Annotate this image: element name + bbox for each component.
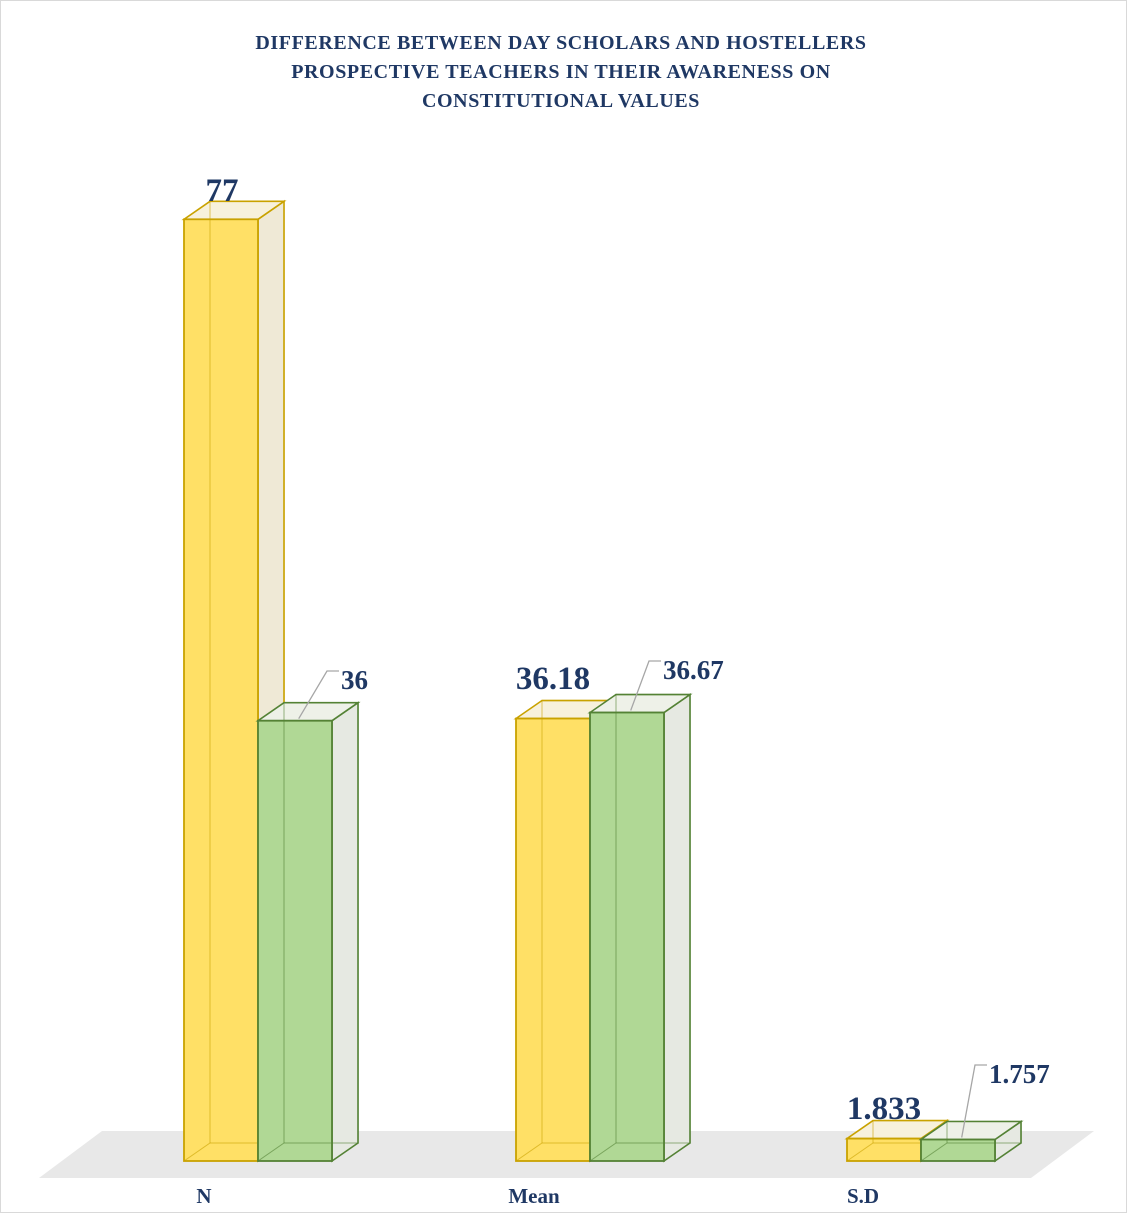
value-label-mean-series-2: 36.67 — [663, 655, 724, 685]
bar-mean-series-1-front-face — [515, 717, 591, 1162]
bar-s-d-series-1-front-face — [846, 1137, 922, 1162]
value-leader-mean-series-2 — [630, 660, 661, 711]
bar-mean-series-2-front-face — [589, 711, 665, 1162]
x-axis: N Mean S.D — [196, 1184, 879, 1208]
bar-s-d-series-1-base-edge — [846, 1142, 874, 1162]
bar-mean-series-2-base-edge — [589, 1142, 617, 1162]
bar-n-series-2-front-face — [257, 719, 333, 1162]
bar-n-series-2 — [255, 701, 361, 1163]
bar-n-series-2-base-edge — [257, 1142, 285, 1162]
bar-s-d-series-2-front-face — [920, 1138, 996, 1162]
value-label-mean-series-1: 36.18 — [516, 661, 590, 697]
chart-title-line-1: DIFFERENCE BETWEEN DAY SCHOLARS AND HOST… — [255, 32, 867, 54]
bar-mean-series-2-side-face — [663, 692, 691, 1163]
chart-title: DIFFERENCE BETWEEN DAY SCHOLARS AND HOST… — [121, 29, 1001, 116]
bar-n-series-2-side-face — [331, 701, 359, 1163]
category-label-n: N — [196, 1184, 211, 1208]
chart-title-line-2: PROSPECTIVE TEACHERS IN THEIR AWARENESS … — [291, 61, 831, 83]
category-label-s-d: S.D — [847, 1184, 879, 1208]
bar-n-series-1-front-face — [183, 218, 259, 1162]
bars-layer — [181, 199, 1024, 1163]
chart-title-line-3: CONSTITUTIONAL VALUES — [421, 90, 701, 112]
bar-mean-series-1-base-edge — [515, 1142, 543, 1162]
value-label-s-d-series-2: 1.757 — [989, 1059, 1050, 1089]
value-leader-n-series-2 — [298, 670, 339, 720]
category-label-mean: Mean — [508, 1184, 560, 1208]
value-leader-s-d-series-2 — [961, 1064, 987, 1138]
labels-layer: 77 36 36.18 36.67 1.833 1.757 — [206, 173, 1050, 1138]
bar-mean-series-2 — [587, 692, 693, 1163]
value-label-n-series-1: 77 — [206, 173, 239, 209]
bar-s-d-series-2-base-edge — [920, 1142, 948, 1162]
bar-s-d-series-2 — [918, 1119, 1024, 1163]
bar-n-series-1-base-edge — [183, 1142, 211, 1162]
value-label-n-series-2: 36 — [341, 665, 368, 695]
value-label-s-d-series-1: 1.833 — [847, 1091, 921, 1127]
